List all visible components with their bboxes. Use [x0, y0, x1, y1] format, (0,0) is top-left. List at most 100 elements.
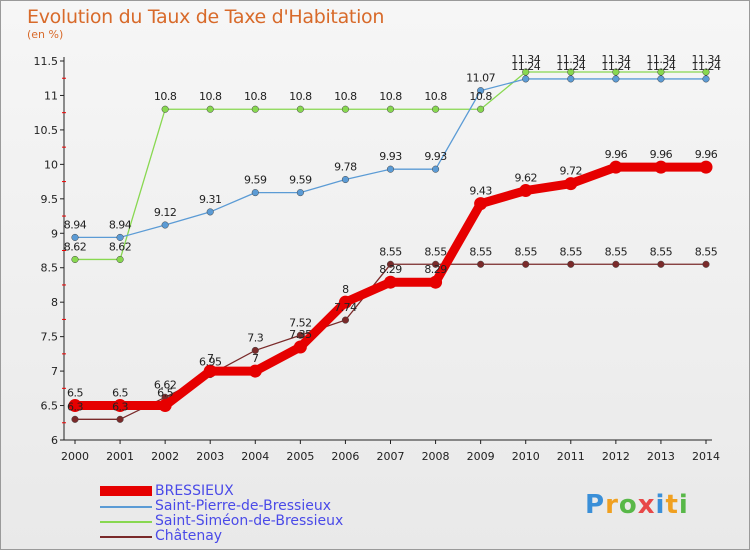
y-tick-label: 10.5 [34, 124, 59, 137]
data-label: 8.29 [379, 263, 402, 276]
data-label: 9.96 [605, 148, 628, 161]
data-labels: 8.62 8.62 10.8 10.8 10.8 10.8 10.8 10.8 10.8 10.8… [64, 53, 722, 413]
legend-swatch-saint-simeon [100, 521, 152, 523]
series-layer [68, 68, 713, 423]
data-label: 6.5 [157, 387, 173, 400]
data-label: 10.8 [379, 90, 402, 103]
proxiti-logo: Proxiti [585, 490, 689, 520]
data-label: 8.55 [560, 245, 583, 258]
axes: 6 6.5 7 7.5 8 8.5 9 9.5 10 10.5 11 11.5 2000 2001 2002… [34, 55, 721, 463]
x-tick-label: 2008 [422, 450, 450, 463]
data-label: 10.8 [244, 90, 267, 103]
data-label: 9.96 [650, 148, 673, 161]
data-label: 9.31 [199, 193, 222, 206]
data-point-bressieux [248, 364, 262, 378]
data-label: 11.24 [556, 60, 585, 73]
data-label: 10.8 [154, 90, 177, 103]
legend-swatch-saint-pierre [100, 506, 152, 508]
y-tick-label: 8.5 [41, 262, 59, 275]
x-tick-label: 2011 [557, 450, 585, 463]
data-point-bressieux [158, 399, 172, 413]
data-label: 6.3 [67, 400, 83, 413]
data-point-bressieux [519, 184, 533, 198]
data-label: 8.94 [64, 218, 87, 231]
data-point [567, 75, 575, 83]
data-point [386, 165, 395, 173]
data-point [657, 68, 665, 76]
data-point [657, 260, 665, 268]
data-label: 7 [252, 352, 259, 365]
y-tick-label: 11.5 [34, 55, 59, 68]
y-tick-label: 10 [44, 158, 58, 171]
data-label: 8.55 [605, 245, 628, 258]
data-label: 8.55 [650, 245, 673, 258]
data-point [386, 105, 395, 113]
data-label: 8.55 [379, 245, 402, 258]
data-point-bressieux [429, 275, 443, 289]
data-point-bressieux [384, 275, 397, 289]
data-label: 6.62 [154, 378, 177, 391]
data-label: 6.95 [199, 356, 222, 369]
legend-swatch-chatenay [100, 536, 152, 538]
x-tick-label: 2012 [602, 450, 630, 463]
data-point [702, 68, 710, 76]
x-tick-label: 2009 [467, 450, 495, 463]
data-label: 8.55 [695, 245, 718, 258]
data-point [432, 165, 440, 173]
data-point [432, 105, 440, 113]
data-point [567, 260, 575, 268]
data-point [612, 68, 620, 76]
data-label: 11.34 [601, 53, 630, 66]
data-label: 8.29 [424, 263, 447, 276]
data-label: 7 [207, 352, 214, 365]
y-tick-label: 6 [51, 434, 58, 447]
data-label: 9.72 [560, 165, 583, 178]
y-tick-label: 8 [51, 296, 58, 309]
data-point-bressieux [609, 160, 623, 174]
data-label: 9.93 [424, 150, 447, 163]
data-label: 9.59 [244, 174, 267, 187]
data-point [657, 75, 665, 83]
data-label: 11.24 [511, 60, 540, 73]
x-tick-label: 2006 [331, 450, 359, 463]
data-point-bressieux [203, 364, 217, 378]
data-label: 7.74 [334, 301, 357, 314]
y-tick-label: 7.5 [41, 331, 59, 344]
data-label: 7.52 [289, 316, 312, 329]
data-label: 10.8 [469, 90, 492, 103]
data-point-bressieux [68, 399, 82, 413]
data-point [341, 175, 349, 184]
legend-label-bressieux: BRESSIEUX [155, 483, 234, 499]
data-point [116, 415, 124, 423]
y-tick-label: 7 [51, 365, 58, 378]
data-point [296, 105, 304, 113]
data-point [206, 105, 214, 113]
data-point [71, 233, 79, 241]
data-point [161, 105, 169, 113]
data-label: 6.5 [112, 387, 128, 400]
x-tick-label: 2001 [106, 450, 134, 463]
data-point [477, 260, 485, 268]
x-tick-label: 2000 [61, 450, 89, 463]
data-point [702, 260, 710, 268]
data-point [71, 255, 79, 264]
data-point [251, 189, 259, 197]
data-label: 9.59 [289, 174, 312, 187]
data-label: 9.12 [154, 206, 177, 219]
data-label: 11.07 [466, 72, 495, 85]
data-label: 8.62 [109, 240, 132, 253]
chart-title: Evolution du Taux de Taxe d'Habitation [27, 6, 385, 28]
data-point [116, 255, 124, 264]
data-label: 6.5 [67, 387, 83, 400]
y-tick-label: 9.5 [41, 193, 59, 206]
data-point-bressieux [564, 177, 578, 191]
x-tick-label: 2007 [377, 450, 405, 463]
data-label: 8.55 [514, 245, 537, 258]
data-point [522, 260, 530, 268]
data-label: 9.96 [695, 148, 718, 161]
x-tick-label: 2003 [196, 450, 224, 463]
data-label: 11.34 [646, 53, 675, 66]
data-point [341, 316, 349, 324]
data-label: 10.8 [334, 90, 357, 103]
